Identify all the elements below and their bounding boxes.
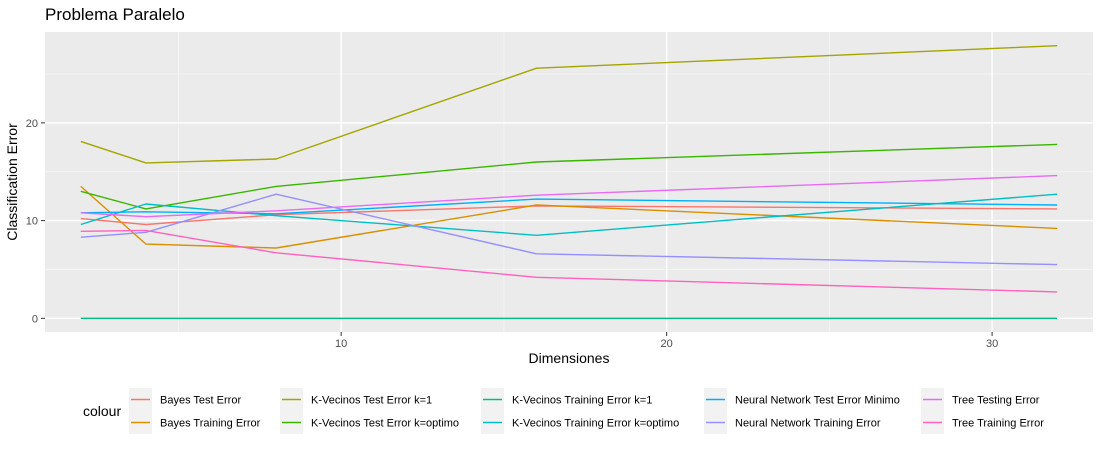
series-line [80, 198, 1058, 215]
x-tick-label: 10 [335, 338, 347, 350]
x-tick-label: 30 [986, 338, 998, 350]
series-line [80, 229, 1058, 293]
series-line [80, 174, 1058, 218]
legend-label: Bayes Training Error [160, 418, 261, 430]
x-tick-label: 20 [661, 338, 673, 350]
x-axis-title: Dimensiones [529, 350, 610, 366]
y-tick-label: 10 [26, 216, 38, 228]
y-axis-title: Classification Error [4, 123, 20, 241]
series-line [80, 45, 1058, 164]
series-line [80, 185, 1058, 249]
legend-label: K-Vecinos Test Error k=optimo [311, 418, 459, 430]
minor-gridlines [45, 32, 1093, 332]
legend-label: Neural Network Training Error [735, 418, 881, 430]
legend: Bayes Test Error Bayes Training Error K-Ve… [129, 388, 1044, 434]
legend-label: Bayes Test Error [160, 395, 241, 407]
series-line [80, 193, 1058, 266]
legend-label: Neural Network Test Error Minimo [735, 395, 900, 407]
legend-title: colour [83, 403, 121, 419]
y-tick-label: 0 [32, 313, 38, 325]
series-lines [80, 45, 1058, 319]
legend-label: K-Vecinos Training Error k=optimo [512, 418, 679, 430]
chart-title: Problema Paralelo [45, 5, 185, 24]
legend-label: K-Vecinos Training Error k=1 [512, 395, 652, 407]
series-line [80, 205, 1058, 226]
legend-label: Tree Training Error [952, 418, 1044, 430]
series-line [80, 143, 1058, 210]
x-axis-ticks: 10 20 30 [335, 332, 998, 350]
legend-label: Tree Testing Error [952, 395, 1040, 407]
series-line [80, 193, 1058, 237]
y-axis-ticks: 0 10 20 [26, 118, 45, 325]
plot-panel [45, 32, 1093, 332]
y-tick-label: 20 [26, 118, 38, 130]
legend-label: K-Vecinos Test Error k=1 [311, 395, 432, 407]
